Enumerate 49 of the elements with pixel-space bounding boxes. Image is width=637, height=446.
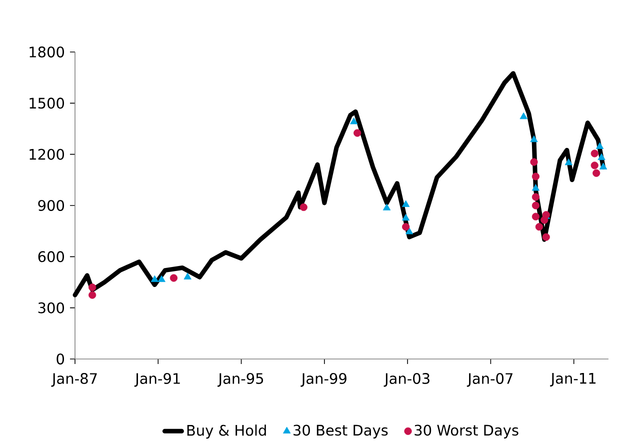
point [532,212,540,220]
point [598,153,606,160]
point [596,142,604,149]
x-tick-label: Jan-07 [466,373,512,387]
point [88,284,96,292]
point [405,228,414,234]
x-tick-label: Jan-11 [550,373,596,387]
x-tick-label: Jan-99 [300,373,346,387]
point [564,158,572,166]
y-tick-label: 1800 [30,46,64,58]
line-series [72,71,606,298]
point [350,118,358,124]
point [520,112,528,120]
y-tick-label: 1200 [30,148,64,160]
y-tick-label: 900 [38,200,64,211]
point [184,272,192,280]
point [402,223,410,231]
point [300,203,308,212]
point [402,200,410,207]
legend-label: 30 Best Days [294,424,388,438]
point [532,184,540,191]
point [592,169,600,177]
x-tick-label: Jan-03 [384,373,430,387]
legend-label: Buy & Hold [187,424,266,439]
x-tick-label: Jan-91 [134,373,180,387]
y-tick-label: 600 [38,251,64,262]
point [158,275,166,282]
point [530,158,538,166]
y-tick-label: 1500 [30,98,64,109]
y-tick-label: 300 [38,302,64,314]
point [402,214,410,221]
legend-label: 30 Worst Days [414,424,518,438]
point [532,172,540,180]
y-tick-label: 0 [56,354,64,364]
point [532,193,540,201]
point [590,162,598,170]
x-tick-label: Jan-95 [218,373,264,387]
point [530,135,538,142]
point [599,162,608,170]
x-tick-label: Jan-87 [51,373,97,387]
point [382,204,391,210]
point [170,274,178,282]
point [542,233,550,241]
point [532,202,540,210]
point [535,223,543,231]
point [590,150,598,158]
point [150,275,159,282]
point [88,291,96,299]
point [354,129,362,137]
